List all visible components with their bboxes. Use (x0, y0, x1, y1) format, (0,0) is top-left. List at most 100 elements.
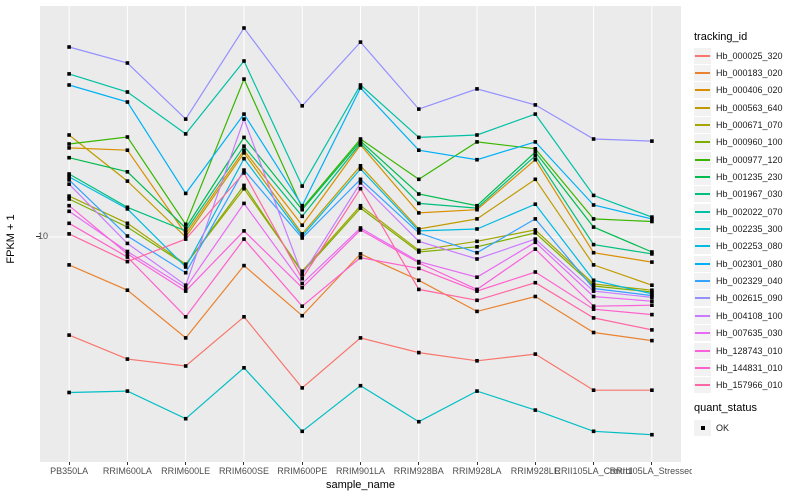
data-point (358, 164, 363, 168)
data-point (183, 265, 188, 269)
data-point (650, 338, 654, 343)
data-point (417, 287, 421, 292)
data-point (475, 389, 479, 393)
legend-label: Hb_007635_030 (716, 328, 783, 339)
legend-key (694, 99, 711, 116)
data-point (242, 151, 246, 155)
data-point (183, 263, 188, 267)
legend-line-swatch (695, 176, 710, 179)
data-point (591, 286, 596, 291)
legend-item-Hb_000671_070: Hb_000671_070 (694, 116, 783, 134)
data-point (125, 259, 130, 264)
legend-label: Hb_000671_070 (716, 120, 783, 131)
x-tick-mark (185, 462, 187, 465)
data-point (183, 237, 188, 241)
legend-line-swatch (695, 245, 710, 248)
data-point (650, 432, 654, 437)
legend-label: Hb_001967_030 (716, 189, 783, 200)
data-point (591, 225, 596, 229)
data-point (67, 45, 71, 49)
data-point (67, 172, 71, 176)
legend-item-Hb_002329_040: Hb_002329_040 (694, 272, 783, 290)
data-point (67, 142, 71, 146)
data-point (125, 135, 130, 139)
data-point (125, 234, 130, 238)
legend-key (694, 169, 711, 186)
legend-key (694, 221, 711, 238)
data-point (125, 179, 130, 183)
data-point (300, 285, 304, 290)
data-point (242, 77, 246, 81)
data-point (125, 61, 130, 65)
data-point (358, 141, 363, 145)
data-point (242, 201, 246, 206)
data-point (417, 266, 421, 271)
data-point (650, 250, 654, 254)
plot-panel (40, 6, 681, 462)
legend-label: Hb_000025_320 (716, 50, 783, 61)
legend-tracking-items: Hb_000025_320 Hb_000183_020 Hb_000406_020 H… (694, 47, 783, 394)
data-point (358, 40, 363, 44)
data-point (417, 177, 421, 182)
data-point (300, 236, 304, 240)
x-tick-mark (360, 462, 361, 465)
legend-line-swatch (695, 54, 710, 57)
data-point (125, 100, 130, 104)
legend-label: Hb_000183_020 (716, 68, 783, 79)
data-point (650, 283, 654, 287)
data-point (417, 148, 421, 152)
data-point (533, 177, 538, 182)
y-axis-title: FPKM + 1 (5, 214, 17, 264)
legend-label: Hb_128743_010 (716, 345, 783, 356)
data-point (650, 252, 654, 256)
data-point (591, 242, 596, 247)
data-point (183, 229, 188, 233)
data-point (242, 148, 246, 152)
data-point (300, 214, 304, 219)
data-point (67, 175, 71, 179)
data-point (650, 260, 654, 264)
data-point (125, 357, 130, 361)
data-point (475, 245, 479, 249)
x-tick-mark (301, 462, 303, 465)
x-tick-label-PB350LA: PB350LA (50, 466, 89, 476)
data-point (183, 315, 188, 319)
data-point (242, 144, 246, 148)
data-point (358, 167, 363, 171)
data-point (242, 117, 246, 121)
data-point (358, 383, 363, 388)
legend-item-Hb_000563_640: Hb_000563_640 (694, 99, 783, 116)
data-point (591, 203, 596, 207)
data-point (67, 178, 71, 182)
x-tick-mark (418, 462, 420, 465)
legend-key (694, 151, 711, 168)
data-point (67, 221, 71, 226)
data-point (533, 247, 538, 251)
legend-key (694, 419, 711, 436)
data-point (183, 364, 188, 368)
x-tick-label-RRIM600SE: RRIM600SE (218, 466, 269, 476)
data-point (300, 232, 304, 236)
legend-line-swatch (695, 280, 710, 283)
data-point (650, 293, 654, 298)
data-point (417, 419, 421, 424)
data-point (533, 150, 538, 154)
data-point (591, 330, 596, 335)
data-point (475, 87, 479, 91)
legend-label: Hb_002022_070 (716, 206, 783, 217)
data-point (533, 154, 538, 158)
legend-key (694, 117, 711, 134)
data-point (300, 234, 304, 238)
data-point (533, 237, 538, 241)
x-tick-label-RRII105LA_Stressed: RRII105LA_Stressed (609, 466, 695, 476)
legend-line-swatch (695, 106, 710, 109)
x-tick-mark (476, 462, 478, 465)
data-point (475, 298, 479, 303)
data-point (125, 170, 130, 174)
data-point (358, 255, 363, 260)
data-point (591, 263, 596, 267)
data-point (358, 206, 363, 210)
data-point (475, 227, 479, 231)
legend-key (694, 255, 711, 272)
legend-key (694, 203, 711, 220)
